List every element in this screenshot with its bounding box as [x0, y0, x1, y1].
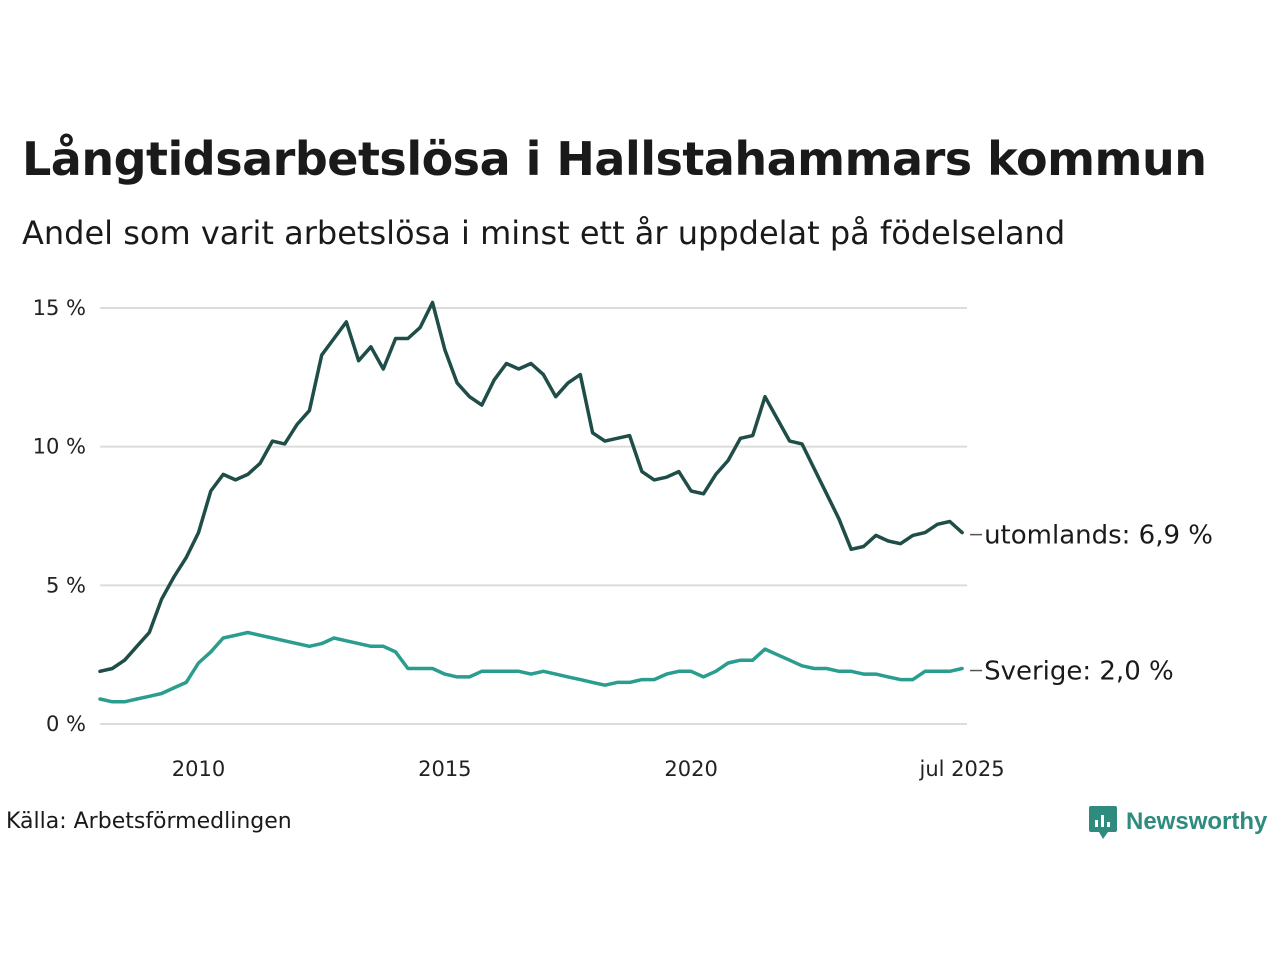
x-tick-label: jul 2025	[919, 757, 1005, 781]
end-labels: utomlands: 6,9 % Sverige: 2,0 %	[970, 521, 1213, 687]
newsworthy-logo: Newsworthy	[1088, 804, 1267, 840]
chart-title: Långtidsarbetslösa i Hallstahammars komm…	[22, 132, 1207, 186]
chart-subtitle: Andel som varit arbetslösa i minst ett å…	[22, 214, 1066, 252]
x-tick-label: 2010	[172, 757, 225, 781]
line-chart: 0 % 5 % 10 % 15 % 2010 2015 2020 jul 2025 utom…	[33, 296, 1213, 781]
end-label-utomlands: utomlands: 6,9 %	[984, 521, 1213, 551]
y-axis-ticks: 0 % 5 % 10 % 15 %	[33, 296, 86, 736]
end-label-sverige: Sverige: 2,0 %	[984, 657, 1174, 687]
series-line-utomlands	[98, 300, 964, 674]
logo-text: Newsworthy	[1126, 808, 1268, 835]
gridlines	[100, 307, 967, 725]
x-tick-label: 2020	[664, 757, 717, 781]
source-note: Källa: Arbetsförmedlingen	[6, 809, 292, 834]
y-tick-label: 10 %	[33, 435, 86, 459]
newsworthy-logo-icon	[1089, 806, 1117, 839]
x-axis-ticks: 2010 2015 2020 jul 2025	[172, 757, 1005, 781]
x-tick-label: 2015	[418, 757, 471, 781]
y-tick-label: 0 %	[46, 712, 86, 736]
series-line-sverige	[98, 630, 964, 704]
series-lines	[98, 300, 964, 704]
y-tick-label: 15 %	[33, 296, 86, 320]
y-tick-label: 5 %	[46, 573, 86, 597]
